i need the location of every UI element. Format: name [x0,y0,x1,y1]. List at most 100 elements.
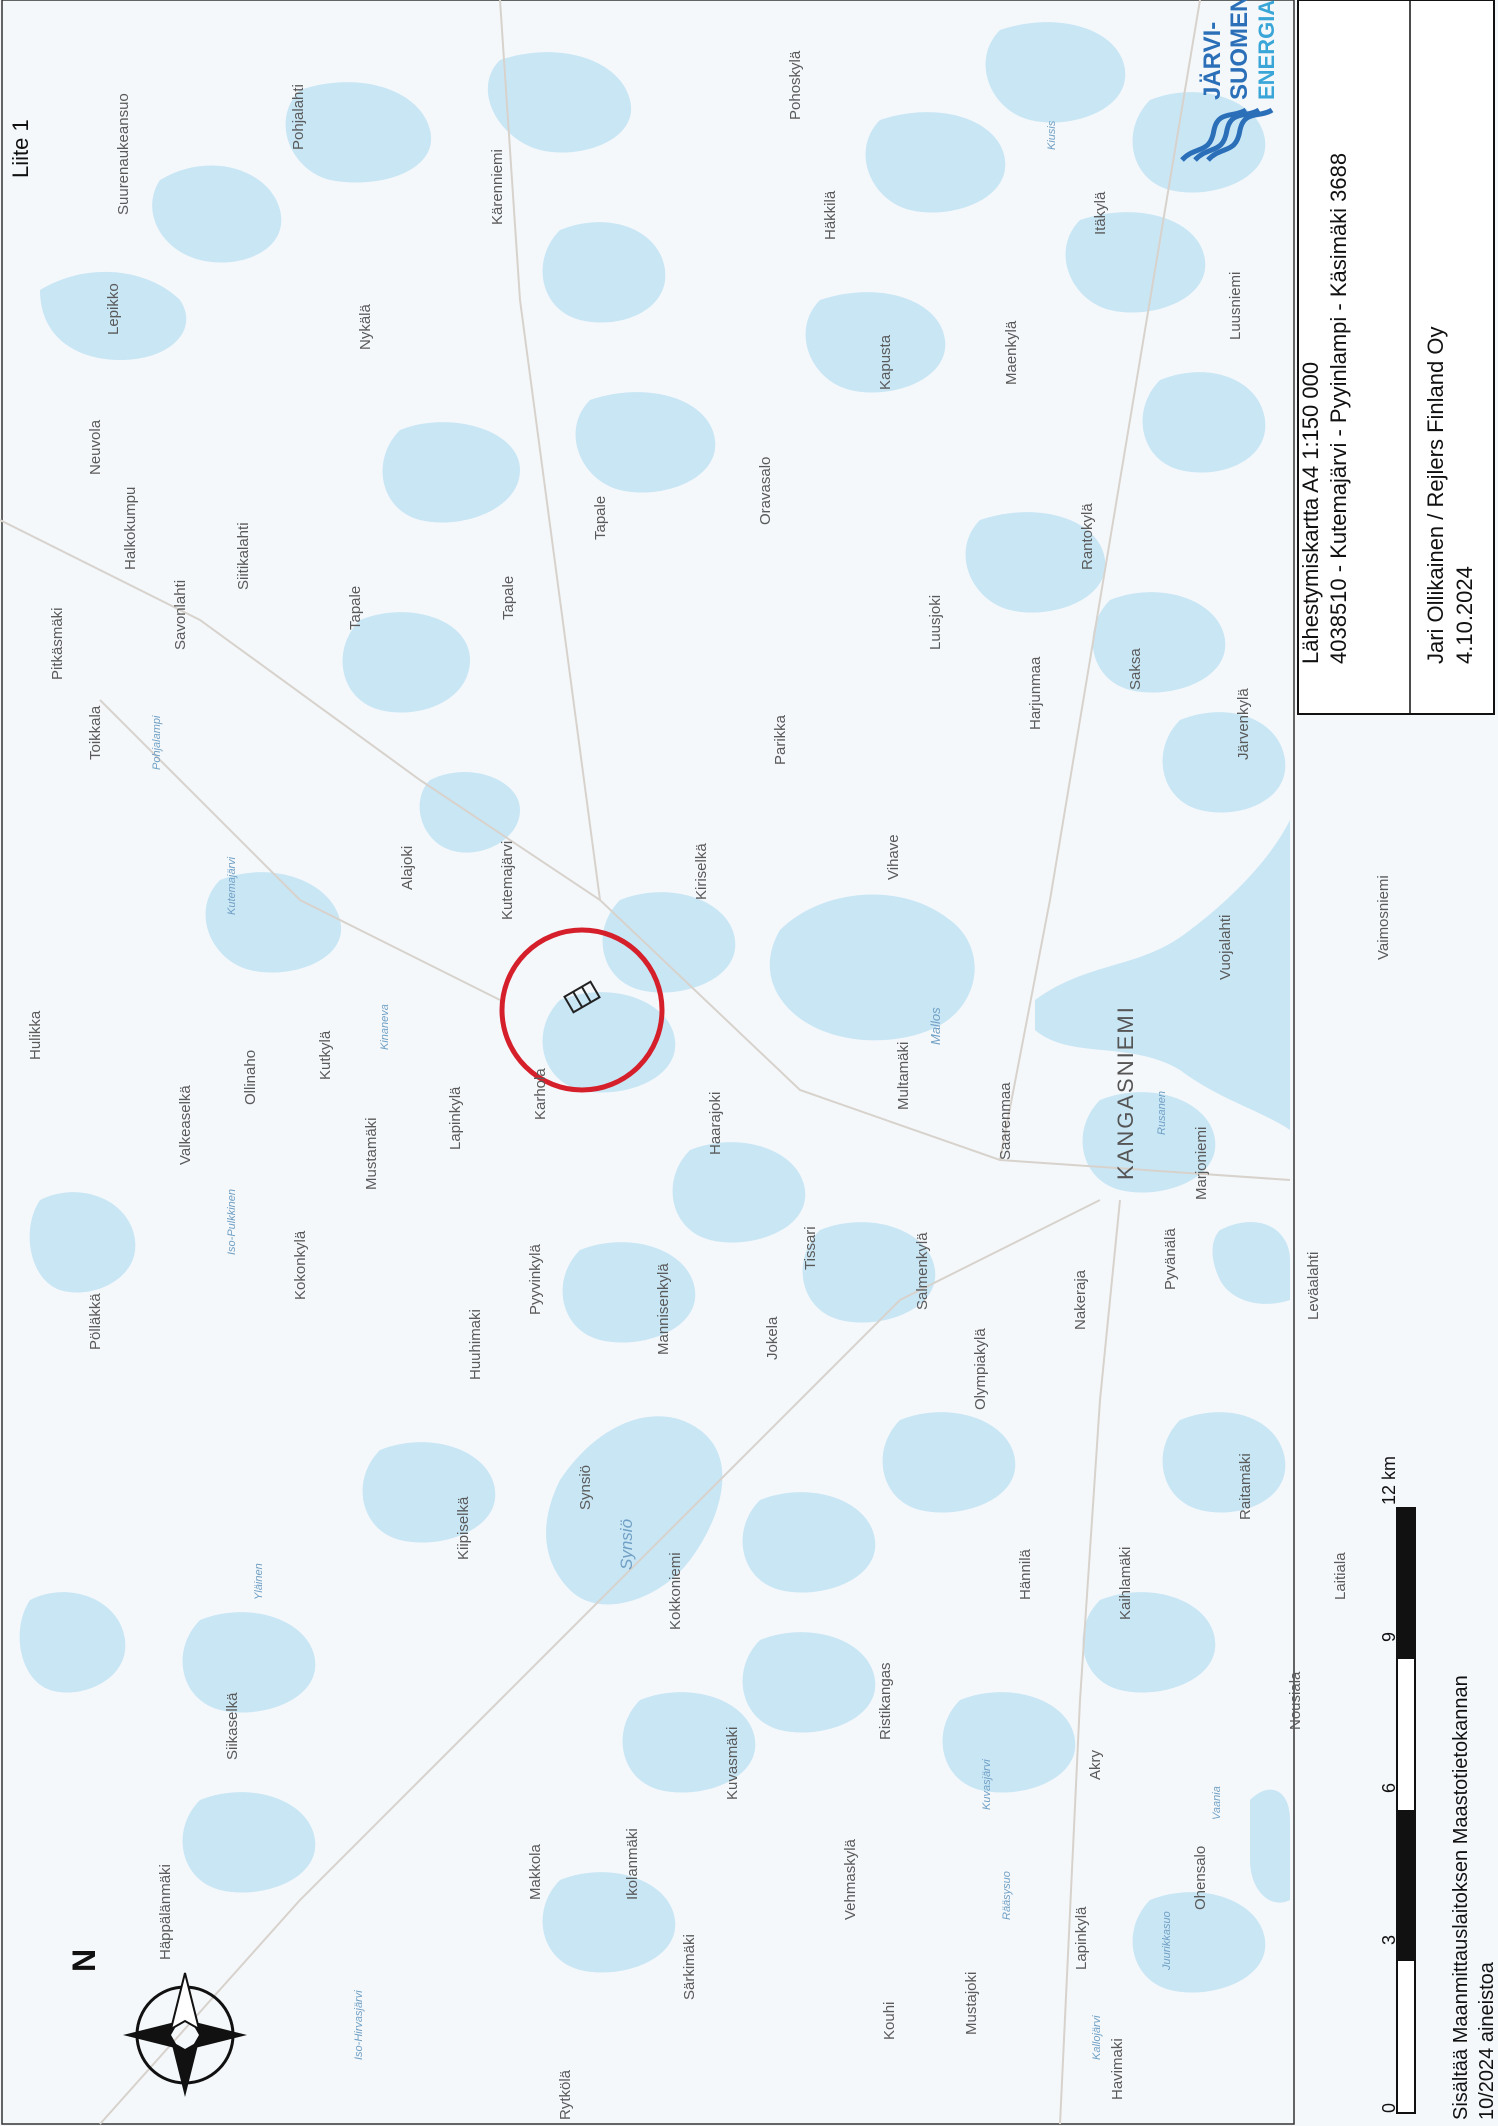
road-network [0,0,1291,2125]
place-label: Lepikko [105,283,122,335]
place-label: Kaihlamäki [1117,1547,1134,1620]
place-label: Kiipiselkä [455,1496,472,1560]
place-label: Kapusta [877,334,894,390]
place-label: Huuhimaki [467,1309,484,1380]
author-line: Jari Ollikainen / Rejlers Finland Oy [1423,327,1448,664]
place-label: Mustajoki [963,1972,980,2035]
place-label: Kiriselkä [693,843,710,900]
site-area-symbol [563,980,601,1014]
title-line-2: 4038510 - Kutemajärvi - Pyyinlampi - Käs… [1326,153,1351,664]
place-label: Jokela [764,1316,781,1360]
place-label: Kokkoniemi [667,1552,684,1630]
place-label: Halkokumpu [122,487,139,570]
place-label: Alajoki [399,846,416,890]
title-block: Lähestymiskartta A4 1:150 000 4038510 - … [1297,0,1495,715]
place-label: Vuojalahti [1217,915,1234,980]
place-label: Kutkylä [317,1030,334,1080]
place-label: Mannisenkylä [655,1263,672,1355]
place-label: Nousiala [1287,1671,1304,1730]
logo-line-2: SUOMEN [1226,0,1253,100]
place-label: Saarenmaa [997,1082,1014,1160]
place-label: Karhola [532,1068,549,1120]
place-label: Valkeaselkä [177,1085,194,1165]
place-label: Hännilä [1017,1548,1034,1600]
place-label: Ikolanmäki [624,1828,641,1900]
place-label: Pyvänälä [1162,1228,1179,1290]
place-label: Lapinkylä [447,1086,464,1150]
place-label: Kinaneva [379,1004,391,1050]
place-label: Multamäki [895,1042,912,1110]
place-label: Rantokylä [1079,503,1096,570]
place-label: Lapinkylä [1073,1906,1090,1970]
scale-tick-label: 6 [1379,1783,1399,1793]
place-label: Pohjalahti [290,84,307,150]
place-label: Kärenniemi [489,149,506,225]
place-label: Harjunmaa [1027,656,1044,730]
place-label: Marjoniemi [1193,1127,1210,1200]
place-label: Ollinaho [242,1050,259,1105]
place-label: Vihave [885,834,902,880]
place-label: Kokonkylä [292,1230,309,1300]
place-label: Toikkala [87,705,104,760]
place-label: Akry [1087,1750,1104,1781]
title-line-1: Lähestymiskartta A4 1:150 000 [1298,362,1323,664]
place-label: Kutemajärvi [499,841,516,920]
place-label: Itäkylä [1092,191,1109,235]
logo-line-1: JÄRVI- [1199,22,1226,100]
place-label: Tapale [592,496,609,540]
lake-label: Kallojärvi [1091,2015,1103,2060]
place-label: Siikaselkä [224,1692,241,1760]
place-label: Suurenaukeansuo [115,93,132,215]
scale-tick-label: 12 km [1379,1456,1399,1505]
place-label: Nykälä [357,303,374,350]
place-label: Mustamäki [363,1117,380,1190]
place-label: Tapale [500,576,517,620]
site-location-marker [499,927,665,1093]
scale-tick-label: 0 [1379,2103,1399,2113]
place-label: Hulikka [27,1010,44,1060]
place-label: Neuvola [87,419,104,475]
lake-label: Kuvasjärvi [981,1759,993,1810]
place-label: Häkkilä [822,190,839,240]
logo-line-3: ENERGIA [1254,0,1279,100]
place-label: Haarajoki [707,1092,724,1155]
lake-label: Yläinen [253,1563,265,1600]
place-label: Siitikalahti [235,522,252,590]
place-label: Pohoskylä [787,50,804,120]
scale-tick-label: 9 [1379,1632,1399,1642]
company-logo: JÄRVI- SUOMEN ENERGIA [1180,0,1279,162]
place-label: Makkola [527,1843,544,1900]
place-labels: Pitkäsmäki Toikkala Savonlahti Halkokump… [27,50,1392,2120]
place-label: Nakeraja [1072,1269,1089,1330]
place-label: Rääsysuo [1001,1871,1013,1920]
lake-label: Synsiö [617,1519,636,1570]
place-label: Laitiala [1332,1552,1349,1600]
place-label: Luusniemi [1227,272,1244,340]
place-label: Salmenkylä [914,1232,931,1310]
place-label: Raitamäki [1237,1453,1254,1520]
attachment-label: Liite 1 [8,119,33,178]
place-label: Rytkölä [557,2069,574,2120]
place-label: Tissari [802,1226,819,1270]
place-label: Särkimäki [681,1934,698,2000]
north-arrow [123,1972,247,2097]
lake-label: Kutemajärvi [226,856,238,915]
place-label: Maenkylä [1003,320,1020,385]
place-label: Ohensalo [1192,1846,1209,1910]
water-bodies [19,22,1290,1993]
place-label: Tapale [347,586,364,630]
place-label: Saksa [1127,648,1144,690]
place-label: Oravasalo [757,457,774,525]
lake-label: Mallos [928,1007,943,1045]
scale-tick-label: 3 [1379,1935,1399,1945]
source-credit-line1: Sisältää Maanmittauslaitoksen Maastotiet… [1450,1675,1472,2120]
lake-label: Rusanen [1156,1091,1168,1135]
place-label: Pölläkkä [87,1293,104,1350]
lake-label: Vaania [1211,1786,1223,1820]
map-frame [1,0,1295,2125]
place-label: Havimaki [1109,2038,1126,2100]
north-arrow-letter: N [66,1949,102,1972]
place-label: Pyyvinkylä [527,1243,544,1315]
place-label: Olympiakylä [972,1328,989,1410]
